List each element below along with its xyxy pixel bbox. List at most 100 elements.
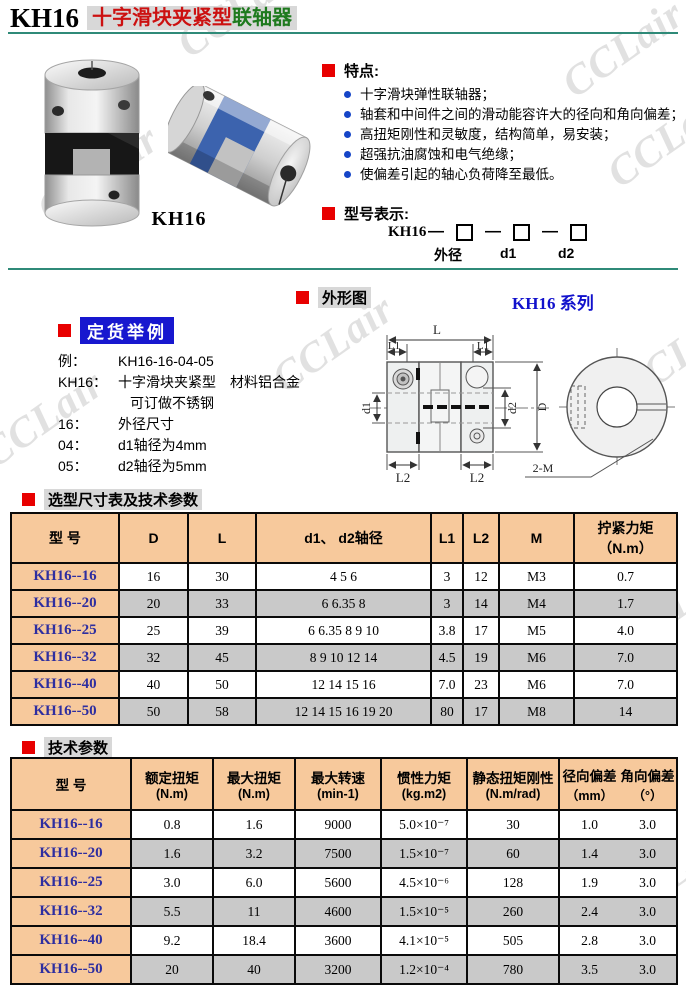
value-cell: 4 5 6	[255, 562, 432, 591]
table-row: KH16--20 1.6 3.2 7500 1.5×10⁻⁷ 60 1.4 3.0	[10, 838, 678, 869]
bullet-dot-icon	[344, 111, 351, 118]
value-cell: 17	[462, 616, 500, 645]
ordering-value: 十字滑块夹紧型 材料铝合金	[118, 374, 300, 390]
slot-label-outer-diameter: 外径	[434, 247, 462, 263]
code-box	[570, 223, 587, 241]
value-cell: 3.0	[619, 925, 678, 956]
value-cell: 3	[430, 562, 464, 591]
value-cell: 5.5	[130, 896, 214, 927]
section-bullet-icon	[58, 324, 71, 337]
tech-table: 型 号 额定扭矩 (N.m) 最大扭矩 (N.m) 最大转速 (min-1) 惯性力矩…	[10, 757, 678, 985]
value-cell: 505	[466, 925, 560, 956]
value-cell: 80	[430, 697, 464, 726]
table-row: KH16--32 5.5 11 4600 1.5×10⁻⁵ 260 2.4 3.0	[10, 896, 678, 927]
col-header-stiffness: 静态扭矩刚性 (N.m/rad)	[466, 757, 560, 811]
table-row: KH16--25 3.0 6.0 5600 4.5×10⁻⁶ 128 1.9 3.0	[10, 867, 678, 898]
value-cell: 1.5×10⁻⁷	[380, 838, 468, 869]
ordering-row: 05： d2轴径为5mm	[58, 456, 338, 477]
col-header-model: 型 号	[10, 512, 120, 564]
value-cell: 1.0	[558, 809, 619, 840]
section-bullet-icon	[296, 291, 309, 304]
value-cell: 50	[118, 697, 189, 726]
ordering-row: 04： d1轴径为4mm	[58, 435, 338, 456]
ordering-row: 可订做不锈钢	[58, 393, 338, 414]
bullet-dot-icon	[344, 171, 351, 178]
ordering-value: 外径尺寸	[118, 416, 174, 432]
value-cell: 5600	[294, 867, 382, 898]
dash: —	[428, 223, 444, 240]
bullet-dot-icon	[344, 91, 351, 98]
value-cell: 3.0	[130, 867, 214, 898]
value-cell: 4.5	[430, 643, 464, 672]
value-cell: 12	[462, 562, 500, 591]
value-cell: 58	[187, 697, 257, 726]
divider-line-top	[8, 32, 678, 34]
col-header-D: D	[118, 512, 189, 564]
value-cell: 3.2	[212, 838, 296, 869]
value-cell: 780	[466, 954, 560, 985]
features-section: 特点: 十字滑块弹性联轴器； 轴套和中间件之间的滑动能容许大的径向和角向偏差； …	[322, 60, 684, 185]
dimension-table-heading-row: 选型尺寸表及技术参数	[22, 489, 203, 510]
value-cell: 9.2	[130, 925, 214, 956]
model-designation-heading: 型号表示:	[344, 206, 409, 223]
outline-section-heading: 外形图	[296, 287, 372, 308]
feature-text: 高扭矩刚性和灵敏度，结构简单，易安装；	[360, 127, 617, 142]
value-cell: 4.0	[573, 616, 678, 645]
ordering-label: 例：	[58, 353, 86, 369]
value-cell: 9000	[294, 809, 382, 840]
value-cell: M6	[498, 670, 575, 699]
title-model: KH16	[10, 3, 80, 33]
value-cell: 4600	[294, 896, 382, 927]
value-cell: 3.0	[619, 867, 678, 898]
value-cell: 3600	[294, 925, 382, 956]
feature-item: 超强抗油腐蚀和电气绝缘；	[344, 145, 684, 165]
value-cell: 3.8	[430, 616, 464, 645]
col-header-angular-misalignment: 角向偏差 （°）	[619, 757, 678, 811]
value-cell: 3.0	[619, 896, 678, 927]
value-cell: 7500	[294, 838, 382, 869]
ordering-value: 可订做不锈钢	[130, 395, 214, 411]
value-cell: 12 14 15 16	[255, 670, 432, 699]
code-box	[513, 223, 530, 241]
value-cell: 2.4	[558, 896, 619, 927]
dim-label-L1-left: L1	[388, 340, 400, 352]
value-cell: 33	[187, 589, 257, 618]
value-cell: 1.6	[212, 809, 296, 840]
col-header-max-speed: 最大转速 (min-1)	[294, 757, 382, 811]
model-name-cell: KH16--20	[10, 838, 132, 869]
col-header-L1: L1	[430, 512, 464, 564]
value-cell: 11	[212, 896, 296, 927]
tech-table-heading: 技术参数	[44, 737, 113, 758]
col-header-L: L	[187, 512, 257, 564]
slot-label-d1: d1	[500, 245, 517, 261]
value-cell: M4	[498, 589, 575, 618]
section-bullet-icon	[22, 493, 35, 506]
ordering-heading: 定货举例	[80, 317, 174, 344]
model-name-cell: KH16--40	[10, 670, 120, 699]
title-subtitle-red: 十字滑块夹紧型	[92, 7, 233, 29]
value-cell: 1.2×10⁻⁴	[380, 954, 468, 985]
model-designation-section: 型号表示: KH16 — — — 外径 d1 d2	[322, 203, 682, 265]
table-row: KH16--50 50 58 12 14 15 16 19 20 80 17 M8 14	[10, 697, 678, 726]
value-cell: 45	[187, 643, 257, 672]
feature-text: 使偏差引起的轴心负荷降至最低。	[360, 167, 563, 182]
feature-text: 轴套和中间件之间的滑动能容许大的径向和角向偏差；	[360, 107, 684, 122]
ordering-value: KH16-16-04-05	[118, 353, 214, 369]
value-cell: 6 6.35 8 9 10	[255, 616, 432, 645]
table-row: KH16--40 9.2 18.4 3600 4.1×10⁻⁵ 505 2.8 3.0	[10, 925, 678, 956]
value-cell: 40	[212, 954, 296, 985]
value-cell: 40	[118, 670, 189, 699]
col-header-rated-torque: 额定扭矩 (N.m)	[130, 757, 214, 811]
value-cell: 128	[466, 867, 560, 898]
value-cell: 12 14 15 16 19 20	[255, 697, 432, 726]
value-cell: 6 6.35 8	[255, 589, 432, 618]
value-cell: 18.4	[212, 925, 296, 956]
table-row: KH16--32 32 45 8 9 10 12 14 4.5 19 M6 7.0	[10, 643, 678, 672]
value-cell: 3.5	[558, 954, 619, 985]
value-cell: 32	[118, 643, 189, 672]
model-name-cell: KH16--32	[10, 643, 120, 672]
value-cell: 20	[130, 954, 214, 985]
value-cell: 4.1×10⁻⁵	[380, 925, 468, 956]
value-cell: 0.8	[130, 809, 214, 840]
